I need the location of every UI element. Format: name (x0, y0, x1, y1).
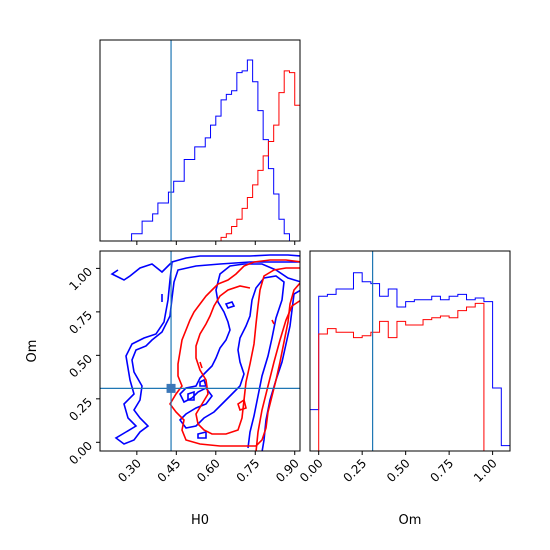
y-axis-label-om: Om (25, 340, 40, 363)
contour-blue-outer-left (114, 261, 300, 445)
contour-series-1 (110, 254, 300, 451)
panel-h0-hist-frame (99, 39, 301, 242)
om-hist-series-1 (310, 272, 510, 447)
contour-series-2 (169, 259, 300, 451)
contour-blue-island-3 (187, 390, 195, 401)
om-hist-series-2 (310, 302, 510, 451)
contour-red-island-1 (237, 398, 247, 412)
panel-h0-om-frame (99, 250, 301, 452)
contour-red-island-2 (271, 319, 275, 325)
truth-marker (166, 383, 176, 393)
panel-h0-hist (99, 39, 301, 245)
contour-red-mid (195, 267, 300, 435)
x-axis-label-h0: H0 (191, 513, 209, 528)
contour-blue-mid (178, 263, 300, 449)
contour-blue-island-1 (224, 301, 236, 309)
panel-om-hist-frame (309, 250, 511, 452)
contour-blue-outer (110, 254, 300, 281)
x-axis-label-om: Om (399, 513, 422, 528)
om-histogram-series (310, 272, 510, 451)
contour-blue-island-4 (197, 430, 207, 439)
contour-red-island-3 (199, 361, 203, 369)
h0-hist-ticks (136, 241, 296, 245)
contour-red-inner (255, 299, 300, 451)
contour-blue-island-2 (199, 378, 208, 387)
